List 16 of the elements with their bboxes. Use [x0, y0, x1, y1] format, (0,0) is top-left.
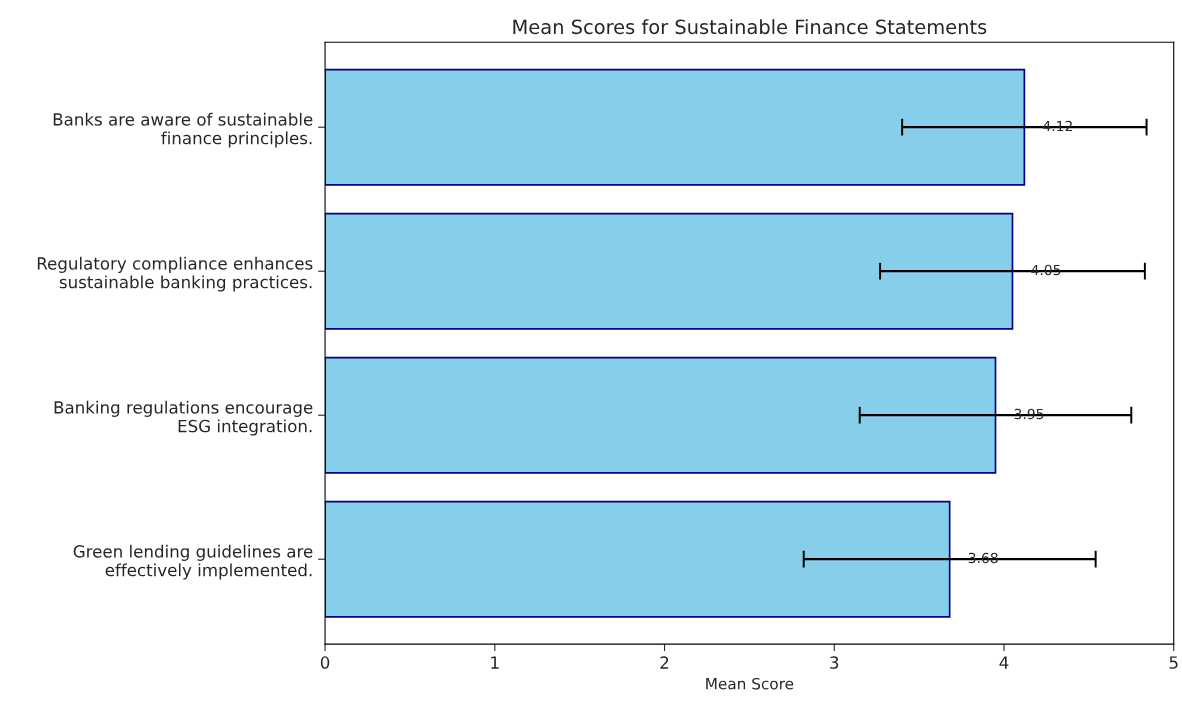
x-tick-label: 2 — [660, 656, 669, 669]
y-tick-label: Banking regulations encourage ESG integration. — [54, 400, 313, 436]
chart-title: Mean Scores for Sustainable Finance Statements — [513, 19, 987, 35]
bar — [325, 212, 1014, 330]
x-tick-label: 3 — [830, 656, 839, 669]
bar — [325, 356, 997, 474]
bar — [325, 500, 951, 618]
x-tick-label: 4 — [999, 656, 1009, 669]
y-tick-label: Regulatory compliance enhances sustainable banking practices. — [37, 256, 313, 292]
x-axis-title: Mean Score — [706, 677, 794, 690]
y-tick-label: Green lending guidelines are effectively implemented. — [73, 544, 313, 580]
bar — [325, 68, 1026, 186]
x-tick-label: 1 — [491, 656, 499, 669]
x-tick-label: 5 — [1169, 656, 1178, 669]
x-tick-label: 0 — [320, 656, 330, 669]
y-tick-label: Banks are aware of sustainable finance principles. — [53, 112, 313, 148]
